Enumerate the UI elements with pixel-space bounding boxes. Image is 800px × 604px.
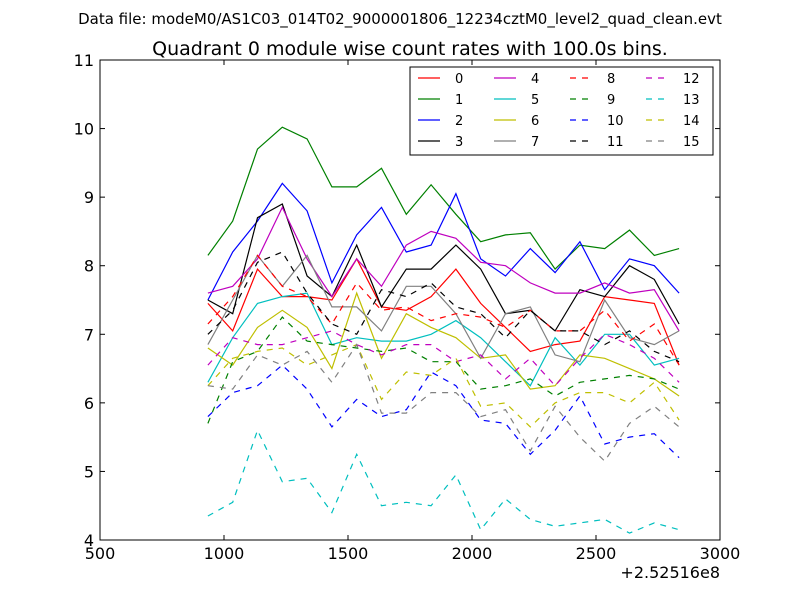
series-line-13	[207, 428, 680, 534]
chart-title: Quadrant 0 module wise count rates with …	[152, 38, 668, 60]
y-tick-label: 10	[74, 120, 94, 139]
legend-label-5: 5	[531, 93, 539, 108]
legend-label-8: 8	[607, 72, 615, 87]
legend-label-1: 1	[455, 93, 463, 108]
series-line-14	[207, 343, 680, 428]
series-line-4	[207, 206, 680, 332]
y-tick-label: 11	[74, 51, 94, 70]
series-line-11	[207, 251, 680, 363]
series-line-2	[207, 182, 680, 301]
x-tick-label: 1000	[204, 544, 245, 563]
series-line-6	[207, 291, 680, 397]
y-tick-label: 6	[84, 394, 94, 413]
x-tick-label: 3000	[700, 544, 741, 563]
series-line-1	[207, 126, 680, 271]
legend-label-11: 11	[607, 135, 624, 150]
y-tick-label: 9	[84, 188, 94, 207]
series-line-0	[207, 257, 680, 366]
x-tick-label: 2500	[576, 544, 617, 563]
x-offset-label: +2.52516e8	[620, 563, 720, 582]
series-line-5	[207, 292, 680, 387]
legend-label-0: 0	[455, 72, 463, 87]
data-file-label: Data file: modeM0/AS1C03_014T02_90000018…	[78, 10, 722, 29]
y-tick-label: 8	[84, 257, 94, 276]
legend-label-2: 2	[455, 114, 463, 129]
series-line-10	[207, 364, 680, 459]
legend-label-14: 14	[683, 114, 700, 129]
legend-label-9: 9	[607, 93, 615, 108]
series-layer	[207, 126, 680, 534]
series-line-12	[207, 330, 680, 387]
legend-label-4: 4	[531, 72, 539, 87]
series-line-8	[207, 254, 680, 366]
y-tick-label: 4	[84, 531, 94, 550]
legend-label-10: 10	[607, 114, 624, 129]
y-tick-label: 5	[84, 462, 94, 481]
x-tick-label: 500	[85, 544, 116, 563]
series-line-7	[207, 254, 680, 363]
plot-frame	[99, 59, 721, 541]
legend-frame	[409, 66, 714, 156]
x-tick-label: 2000	[452, 544, 493, 563]
x-tick-label: 1500	[328, 544, 369, 563]
legend-label-15: 15	[683, 135, 700, 150]
legend-label-6: 6	[531, 114, 539, 129]
series-line-3	[207, 203, 680, 332]
legend-label-13: 13	[683, 93, 700, 108]
legend-label-3: 3	[455, 135, 463, 150]
legend-label-12: 12	[683, 72, 700, 87]
series-line-15	[207, 343, 680, 463]
legend-label-7: 7	[531, 135, 539, 150]
y-tick-label: 7	[84, 325, 94, 344]
